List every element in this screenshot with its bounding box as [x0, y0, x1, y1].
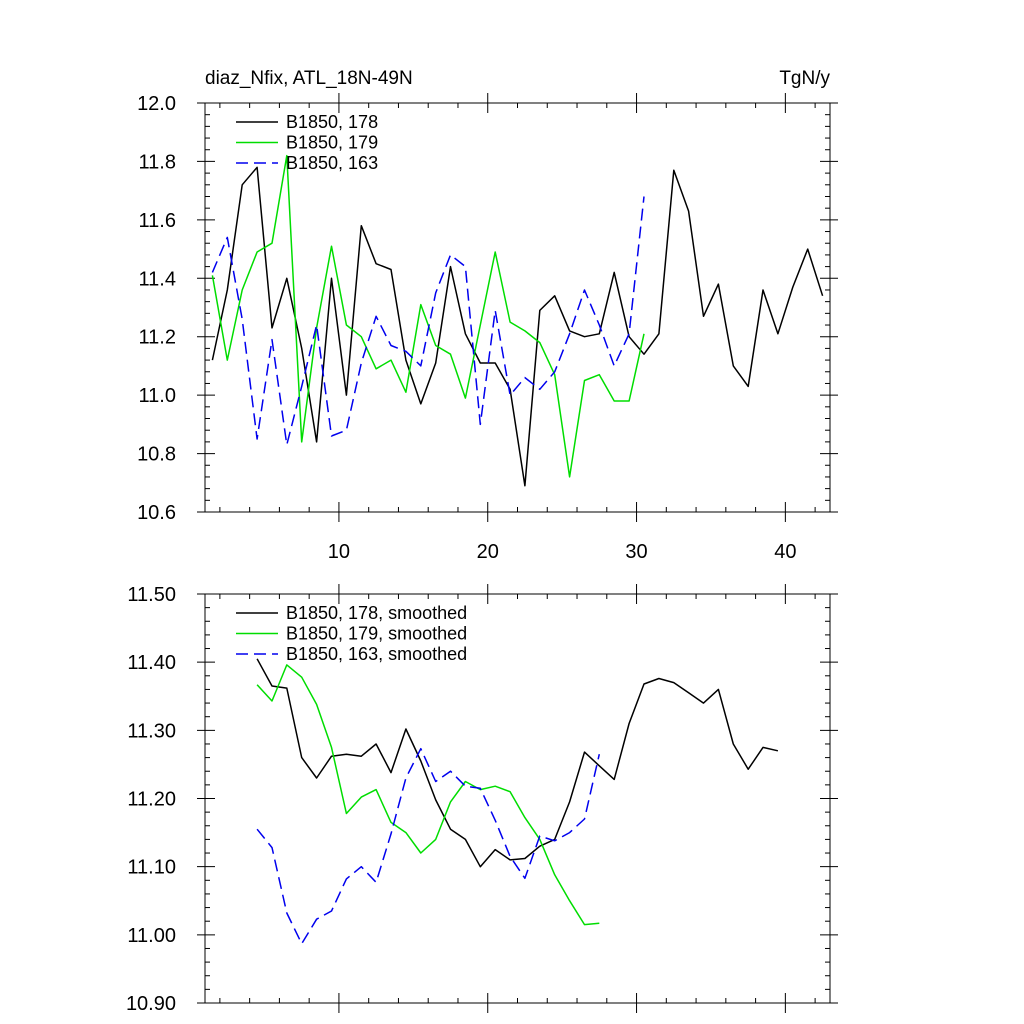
y-tick-label: 11.6	[139, 210, 176, 232]
y-tick-label: 11.2	[139, 327, 176, 349]
y-tick-label: 11.20	[127, 789, 176, 811]
x-tick-label: 30	[625, 541, 647, 563]
top-ticks: 10 20 30 40 10.6 10.8 11.0 11.2 11.4 11.6 11.8 12.0	[137, 93, 838, 563]
chart-units: TgN/y	[779, 68, 830, 89]
y-tick-label: 11.0	[139, 385, 176, 407]
series-line-1	[256, 664, 600, 926]
y-tick-label: 11.40	[127, 652, 176, 674]
legend-label-0: B1850, 178, smoothed	[286, 603, 467, 623]
top-plot-frame	[204, 102, 831, 513]
legend-label-1: B1850, 179	[286, 133, 378, 153]
bottom-plot-frame	[204, 593, 831, 1004]
y-tick-label: 10.90	[126, 993, 176, 1015]
legend-label-1: B1850, 179, smoothed	[286, 624, 467, 644]
x-tick-label: 10	[328, 541, 350, 563]
y-tick-label: 10.8	[137, 444, 176, 466]
bottom-panel: 10.90 11.00 11.10 11.20 11.30 11.40 11.50 B185…	[126, 584, 838, 1015]
x-tick-label: 20	[477, 541, 499, 563]
top-series	[211, 154, 824, 487]
x-tick-label: 40	[774, 541, 796, 563]
y-tick-label: 11.8	[139, 151, 176, 173]
series-line-0	[256, 658, 779, 868]
series-line-0	[211, 166, 824, 487]
series-line-2	[256, 747, 601, 945]
legend-label-2: B1850, 163	[286, 153, 378, 173]
y-tick-label: 10.6	[137, 502, 176, 524]
y-tick-label: 12.0	[137, 93, 176, 115]
y-tick-label: 11.10	[127, 857, 176, 879]
legend-label-0: B1850, 178	[286, 112, 378, 132]
chart-title: diaz_Nfix, ATL_18N-49N	[205, 68, 413, 89]
y-tick-label: 11.30	[127, 720, 176, 742]
series-line-1	[211, 154, 645, 478]
bottom-series	[256, 658, 779, 945]
y-tick-label: 11.00	[127, 925, 176, 947]
legend-label-2: B1850, 163, smoothed	[286, 644, 467, 664]
top-panel: diaz_Nfix, ATL_18N-49N TgN/y 10 20 30 40 10.…	[137, 68, 838, 563]
series-line-2	[211, 196, 645, 446]
bottom-ticks: 10.90 11.00 11.10 11.20 11.30 11.40 11.50	[126, 584, 838, 1015]
y-tick-label: 11.4	[139, 268, 176, 290]
y-tick-label: 11.50	[127, 584, 176, 606]
